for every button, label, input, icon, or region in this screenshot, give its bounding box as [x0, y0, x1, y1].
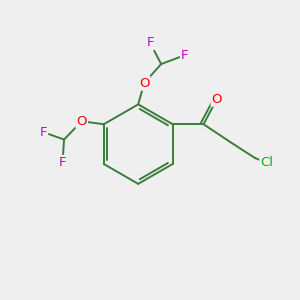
Text: F: F: [146, 36, 154, 49]
Text: F: F: [181, 49, 188, 62]
Text: O: O: [76, 115, 87, 128]
Text: O: O: [139, 77, 149, 90]
Text: O: O: [212, 93, 222, 106]
Text: F: F: [59, 156, 66, 169]
Text: F: F: [40, 126, 47, 139]
Text: Cl: Cl: [260, 156, 273, 169]
